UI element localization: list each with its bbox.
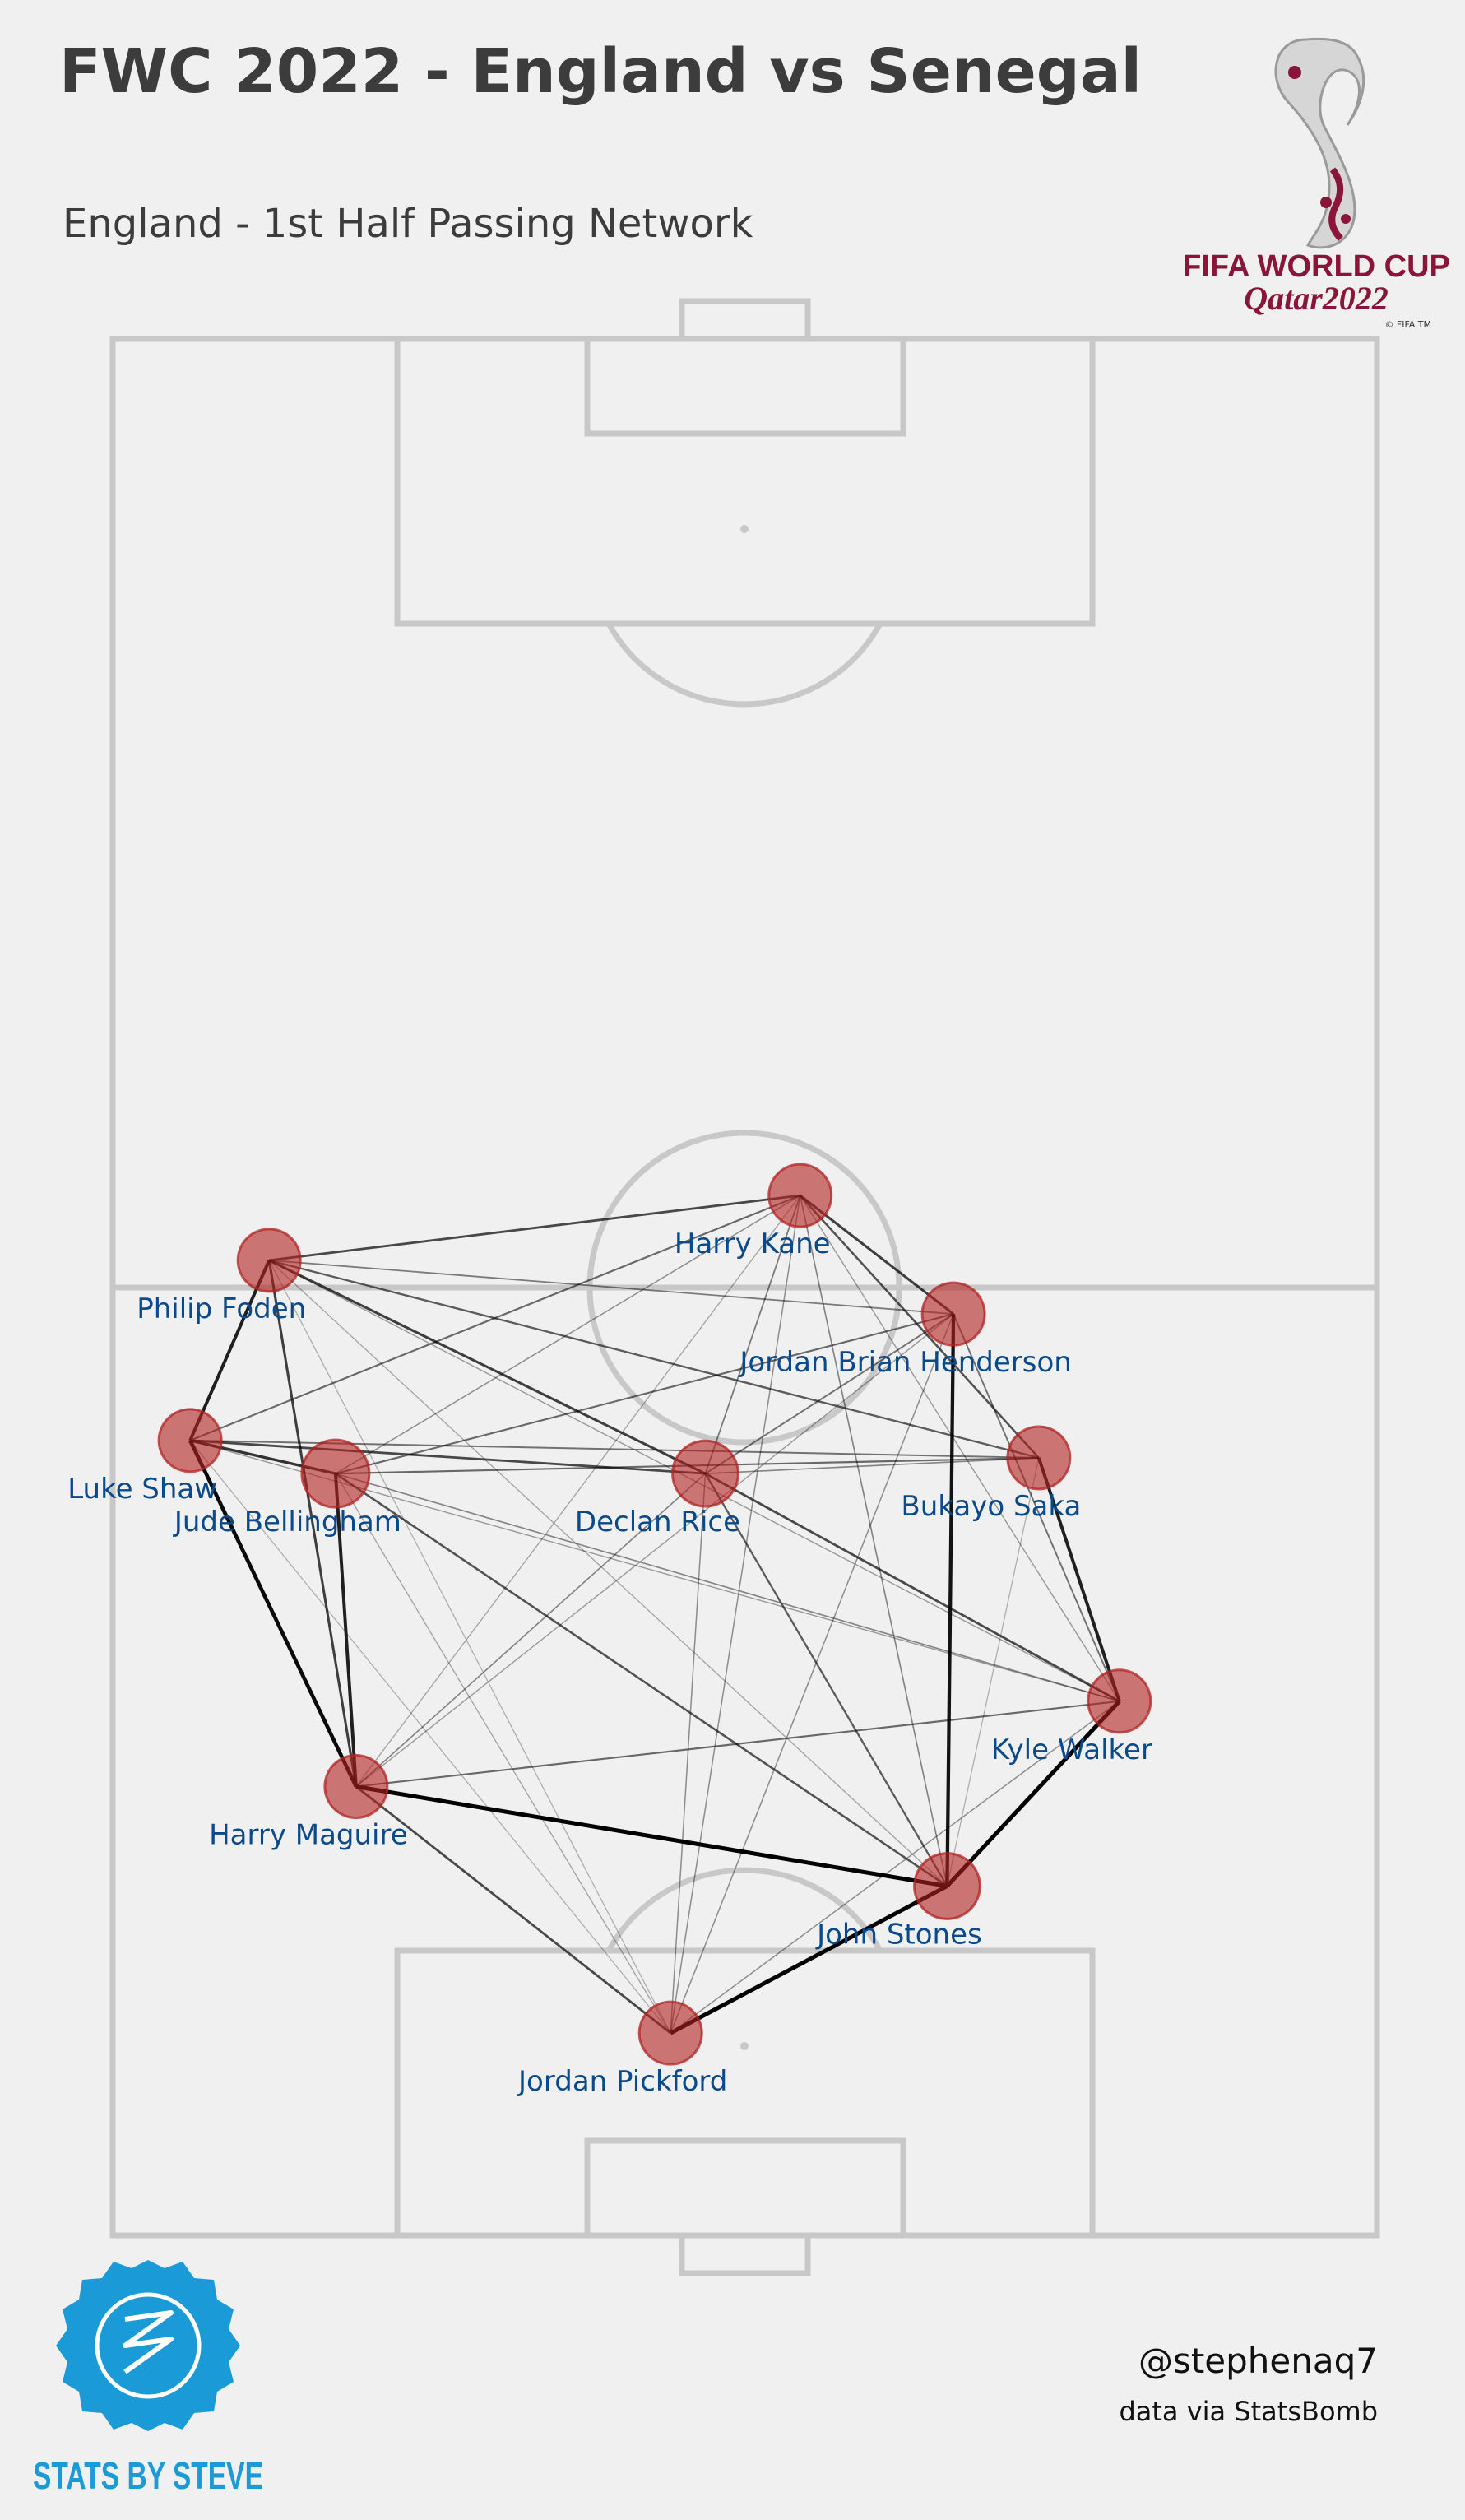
stats-by-steve-badge-icon — [56, 2260, 240, 2431]
centre-circle — [586, 1130, 902, 1446]
stats-by-steve-logo: STATS BY STEVE — [33, 2260, 263, 2497]
pass-edge-bellingham-henderson — [335, 1313, 954, 1475]
player-label-foden: Philip Foden — [137, 1292, 306, 1325]
player-label-pickford: Jordan Pickford — [517, 2065, 727, 2098]
player-node-kane — [767, 1163, 833, 1228]
pass-edge-shaw-pickford — [189, 1440, 671, 2034]
brand-name: STATS BY STEVE — [33, 2454, 263, 2497]
logo-text-qatar: Qatar2022 — [1244, 280, 1389, 317]
fifa-world-cup-logo: FIFA WORLD CUP Qatar2022 © FIFA TM — [1185, 37, 1450, 330]
player-label-bellingham: Jude Bellingham — [173, 1506, 401, 1538]
pass-edge-kane-bellingham — [335, 1195, 801, 1474]
pass-edge-rice-pickford — [670, 1473, 707, 2034]
pass-edge-foden-maguire — [267, 1260, 358, 1787]
pass-edge-saka-stones — [946, 1457, 1040, 1887]
pass-edge-bellingham-pickford — [335, 1473, 671, 2034]
pass-edge-shaw-maguire — [188, 1439, 358, 1788]
player-label-rice: Declan Rice — [575, 1506, 740, 1538]
pass-edge-rice-stones — [704, 1473, 948, 1887]
top-penalty-arc — [605, 622, 883, 708]
pass-edge-kane-stones — [799, 1195, 948, 1887]
author-handle: @stephenaq7 — [1138, 2341, 1378, 2381]
bottom-goal — [679, 2232, 811, 2276]
top-goal — [679, 298, 811, 342]
trophy-emblem-icon — [1274, 37, 1365, 249]
pass-edge-stones-henderson — [945, 1314, 956, 1887]
pass-edge-kane-maguire — [355, 1195, 801, 1787]
player-label-walker: Kyle Walker — [991, 1733, 1152, 1766]
pass-edge-saka-foden — [268, 1259, 1040, 1460]
bottom-six-yard-box — [584, 2137, 906, 2239]
pass-edge-bellingham-walker — [335, 1473, 1120, 1702]
bottom-penalty-arc — [605, 1867, 883, 1952]
data-credit: data via StatsBomb — [1119, 2396, 1378, 2427]
pass-edge-kane-walker — [800, 1195, 1120, 1702]
player-label-henderson: Jordan Brian Henderson — [738, 1346, 1072, 1379]
page-title: FWC 2022 - England vs Senegal — [59, 36, 1143, 107]
pass-edge-foden-henderson — [269, 1259, 954, 1316]
pass-edge-maguire-pickford — [355, 1785, 672, 2035]
player-node-walker — [1087, 1668, 1152, 1734]
pass-edge-walker-saka — [1036, 1457, 1121, 1702]
pass-edge-shaw-kane — [189, 1195, 801, 1441]
pass-edge-foden-pickford — [268, 1260, 671, 2034]
pass-edge-rice-maguire — [355, 1473, 707, 1788]
pass-edge-maguire-bellingham — [333, 1473, 358, 1787]
pass-edge-henderson-walker — [953, 1313, 1120, 1702]
pass-edge-henderson-pickford — [670, 1313, 954, 2034]
bottom-penalty-spot — [740, 2042, 749, 2050]
player-label-kane: Harry Kane — [675, 1228, 831, 1260]
player-node-rice — [671, 1439, 739, 1508]
pass-edge-foden-shaw — [188, 1260, 271, 1441]
page-subtitle: England - 1st Half Passing Network — [63, 201, 753, 247]
player-node-shaw — [157, 1408, 223, 1473]
pass-edge-kane-rice — [704, 1195, 801, 1474]
pass-edge-kane-pickford — [670, 1195, 801, 2034]
pass-edge-kane-saka — [799, 1195, 1040, 1459]
player-node-maguire — [323, 1753, 389, 1819]
player-node-henderson — [920, 1281, 986, 1347]
pass-edge-walker-rice — [704, 1472, 1120, 1702]
top-penalty-box — [394, 336, 1096, 627]
pass-edge-bellingham-stones — [335, 1473, 948, 1887]
top-six-yard-box — [584, 336, 906, 437]
player-node-stones — [913, 1852, 981, 1920]
player-label-stones: John Stones — [815, 1918, 982, 1951]
pass-edge-maguire-stones — [355, 1784, 948, 1888]
player-label-maguire: Harry Maguire — [209, 1818, 408, 1851]
pass-edge-rice-henderson — [704, 1313, 954, 1474]
pass-edge-stones-walker — [945, 1700, 1121, 1888]
player-node-foden — [236, 1228, 302, 1293]
pass-edge-maguire-henderson — [355, 1313, 954, 1788]
pass-edge-walker-pickford — [670, 1701, 1120, 2034]
logo-text-world-cup: FIFA WORLD CUP — [1185, 249, 1450, 284]
player-node-bellingham — [300, 1438, 371, 1509]
logo-trademark: © FIFA TM — [1384, 319, 1431, 330]
pass-edge-foden-rice — [268, 1259, 707, 1475]
pass-edge-foden-kane — [269, 1194, 800, 1262]
player-node-pickford — [637, 2000, 703, 2066]
pass-edge-stones-pickford — [670, 1884, 948, 2035]
top-penalty-spot — [740, 525, 749, 533]
pass-edge-foden-stones — [268, 1260, 948, 1887]
player-label-saka: Bukayo Saka — [901, 1490, 1081, 1523]
player-node-saka — [1006, 1425, 1072, 1491]
pass-edge-rice-saka — [705, 1457, 1039, 1474]
player-label-shaw: Luke Shaw — [67, 1473, 217, 1506]
pass-edge-walker-maguire — [355, 1700, 1120, 1788]
